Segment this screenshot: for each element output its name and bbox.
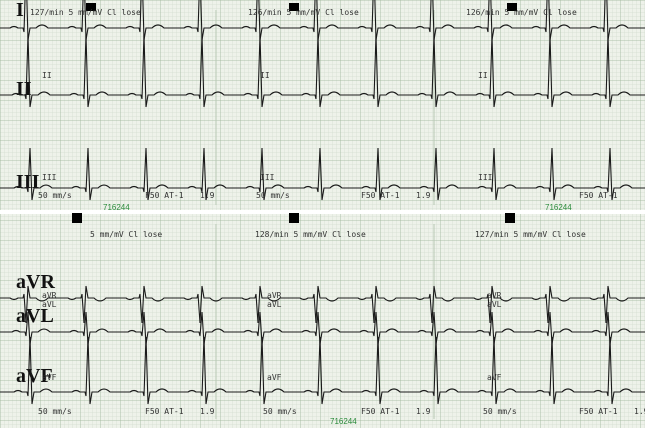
record-id: 716244 bbox=[103, 203, 130, 212]
lead-marker: aVL bbox=[487, 300, 502, 309]
lead-marker: aVF bbox=[267, 373, 282, 382]
lead-marker: II bbox=[42, 71, 52, 80]
speed: 50 mm/s bbox=[256, 191, 290, 200]
lead-marker: II bbox=[478, 71, 488, 80]
segment-header: 127/min 5 mm/mV Cl lose bbox=[30, 8, 141, 17]
record-id: 716244 bbox=[330, 417, 357, 426]
record-id: 716244 bbox=[545, 203, 572, 212]
lead-marker: aVR bbox=[42, 291, 57, 300]
lead-label: aVR bbox=[16, 271, 55, 293]
lead-marker: aVR bbox=[487, 291, 502, 300]
lead-marker: aVF bbox=[487, 373, 502, 382]
lead-marker: aVL bbox=[267, 300, 282, 309]
filter: F50 AT-1 bbox=[145, 191, 184, 200]
gain: 1.9 bbox=[416, 191, 431, 200]
filter: F50 AT-1 bbox=[145, 407, 184, 416]
speed: 50 mm/s bbox=[38, 191, 72, 200]
gain: 1.9 bbox=[416, 407, 431, 416]
lead-marker: aVL bbox=[42, 300, 57, 309]
speed: 50 mm/s bbox=[38, 407, 72, 416]
segment-header: 126/min 5 mm/mV Cl lose bbox=[248, 8, 359, 17]
filter: F50 AT-1 bbox=[361, 407, 400, 416]
segment-header: 127/min 5 mm/mV Cl lose bbox=[475, 230, 586, 239]
segment-header: 126/min 5 mm/mV Cl lose bbox=[466, 8, 577, 17]
speed: 50 mm/s bbox=[263, 407, 297, 416]
grid-top bbox=[0, 0, 645, 210]
speed: 50 mm/s bbox=[483, 407, 517, 416]
filter: F50 AT-1 bbox=[579, 191, 618, 200]
gain: 1.9 bbox=[634, 407, 645, 416]
lead-marker: III bbox=[478, 173, 493, 182]
lead-label: I bbox=[16, 0, 24, 21]
lead-marker: II bbox=[260, 71, 270, 80]
lead-marker: III bbox=[42, 173, 57, 182]
lead-marker: aVF bbox=[42, 373, 57, 382]
lead-marker: aVR bbox=[267, 291, 282, 300]
lead-marker: III bbox=[260, 173, 275, 182]
filter: F50 AT-1 bbox=[361, 191, 400, 200]
ecg-sheet: IIIIII127/min 5 mm/mV Cl loseIIIII50 mm/… bbox=[0, 0, 645, 428]
segment-header: 128/min 5 mm/mV Cl lose bbox=[255, 230, 366, 239]
segment-header: 5 mm/mV Cl lose bbox=[90, 230, 162, 239]
gain: 1.9 bbox=[200, 191, 215, 200]
filter: F50 AT-1 bbox=[579, 407, 618, 416]
gain: 1.9 bbox=[200, 407, 215, 416]
